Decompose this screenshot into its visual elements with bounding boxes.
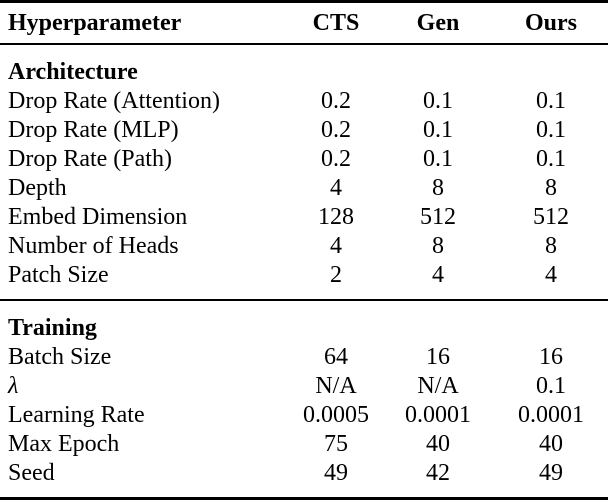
column-header-hyperparameter: Hyperparameter (0, 1, 290, 45)
cell-value: 0.1 (536, 116, 566, 143)
table-row: Embed Dimension 128 512 512 (0, 202, 608, 231)
section-title: Architecture (8, 58, 138, 85)
cell-value: 0.0001 (405, 401, 471, 428)
column-header-cts: CTS (290, 1, 382, 45)
cell-value: 128 (318, 203, 354, 230)
section-title: Training (8, 314, 97, 341)
cell-value: 8 (545, 174, 557, 201)
row-label: Learning Rate (8, 401, 145, 428)
cell-value: 40 (539, 430, 563, 457)
table-row: Learning Rate 0.0005 0.0001 0.0001 (0, 400, 608, 429)
row-label: Drop Rate (Attention) (8, 87, 220, 114)
cell-value: 8 (545, 232, 557, 259)
cell-value: 0.1 (536, 87, 566, 114)
table-row: Number of Heads 4 8 8 (0, 231, 608, 260)
section-header-training: Training (0, 300, 608, 342)
cell-value: 0.2 (321, 145, 351, 172)
cell-value: 16 (426, 343, 450, 370)
row-label: Drop Rate (MLP) (8, 116, 179, 143)
cell-value: 8 (432, 174, 444, 201)
table-row: Drop Rate (MLP) 0.2 0.1 0.1 (0, 115, 608, 144)
table-row: Max Epoch 75 40 40 (0, 429, 608, 458)
cell-value: N/A (417, 372, 459, 399)
column-header-ours: Ours (494, 1, 608, 45)
table-row: Patch Size 2 4 4 (0, 260, 608, 300)
cell-value: 0.1 (536, 145, 566, 172)
section-header-architecture: Architecture (0, 44, 608, 86)
table-row: Seed 49 42 49 (0, 458, 608, 499)
cell-value: 4 (545, 261, 557, 288)
cell-value: 0.1 (536, 372, 566, 399)
cell-value: 49 (324, 459, 348, 486)
row-label-lambda: λ (8, 372, 19, 399)
row-label: Max Epoch (8, 430, 120, 457)
row-label: Patch Size (8, 261, 109, 288)
row-label: Batch Size (8, 343, 112, 370)
cell-value: 0.0005 (303, 401, 369, 428)
table-row: Depth 4 8 8 (0, 173, 608, 202)
cell-value: 8 (432, 232, 444, 259)
table-row: Batch Size 64 16 16 (0, 342, 608, 371)
cell-value: 4 (432, 261, 444, 288)
row-label: Number of Heads (8, 232, 179, 259)
row-label: Seed (8, 459, 55, 486)
cell-value: 40 (426, 430, 450, 457)
cell-value: 49 (539, 459, 563, 486)
cell-value: 4 (330, 174, 342, 201)
row-label: Embed Dimension (8, 203, 188, 230)
table-header-row: Hyperparameter CTS Gen Ours (0, 1, 608, 45)
cell-value: 0.1 (423, 87, 453, 114)
row-label: Depth (8, 174, 67, 201)
cell-value: 42 (426, 459, 450, 486)
table-row: Drop Rate (Attention) 0.2 0.1 0.1 (0, 86, 608, 115)
cell-value: 0.2 (321, 87, 351, 114)
cell-value: 512 (533, 203, 569, 230)
cell-value: 64 (324, 343, 348, 370)
cell-value: 0.0001 (518, 401, 584, 428)
cell-value: 75 (324, 430, 348, 457)
table-row: λ N/A N/A 0.1 (0, 371, 608, 400)
cell-value: 0.1 (423, 145, 453, 172)
cell-value: 512 (420, 203, 456, 230)
cell-value: 0.1 (423, 116, 453, 143)
cell-value: 2 (330, 261, 342, 288)
cell-value: 0.2 (321, 116, 351, 143)
cell-value: 16 (539, 343, 563, 370)
cell-value: N/A (315, 372, 357, 399)
column-header-gen: Gen (382, 1, 494, 45)
row-label: Drop Rate (Path) (8, 145, 172, 172)
table-row: Drop Rate (Path) 0.2 0.1 0.1 (0, 144, 608, 173)
cell-value: 4 (330, 232, 342, 259)
